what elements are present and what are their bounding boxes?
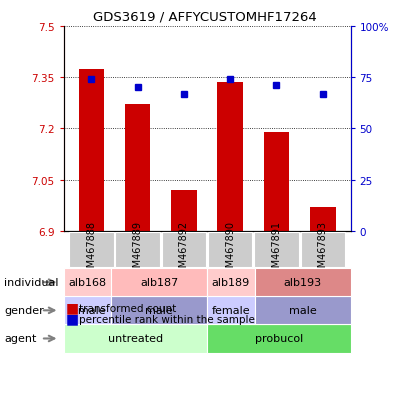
FancyBboxPatch shape (115, 232, 160, 268)
Text: ■: ■ (65, 301, 79, 315)
Text: GSM467892: GSM467892 (178, 221, 189, 279)
Text: transformed count: transformed count (79, 303, 176, 313)
Text: alb187: alb187 (140, 278, 178, 287)
Bar (171, 190, 196, 231)
Text: female: female (68, 306, 106, 316)
FancyBboxPatch shape (300, 232, 344, 268)
Bar (217, 83, 242, 231)
Bar (125, 105, 150, 231)
Text: agent: agent (4, 334, 36, 344)
Text: percentile rank within the sample: percentile rank within the sample (79, 314, 254, 324)
Bar (79, 69, 104, 231)
Text: alb193: alb193 (283, 278, 321, 287)
Text: GSM467893: GSM467893 (317, 221, 327, 279)
Text: female: female (211, 306, 249, 316)
Text: male: male (145, 306, 173, 316)
Text: alb189: alb189 (211, 278, 249, 287)
Text: individual: individual (4, 278, 58, 287)
Text: untreated: untreated (108, 334, 162, 344)
Text: GSM467888: GSM467888 (86, 221, 96, 279)
Text: GSM467890: GSM467890 (225, 221, 235, 279)
Text: GSM467889: GSM467889 (132, 221, 142, 279)
Bar (309, 207, 335, 231)
Text: male: male (288, 306, 316, 316)
FancyBboxPatch shape (207, 232, 252, 268)
Text: probucol: probucol (254, 334, 302, 344)
FancyBboxPatch shape (69, 232, 113, 268)
Text: ■: ■ (65, 312, 79, 326)
Text: GSM467891: GSM467891 (271, 221, 281, 279)
FancyBboxPatch shape (161, 232, 206, 268)
Bar (263, 133, 288, 231)
Text: GDS3619 / AFFYCUSTOMHF17264: GDS3619 / AFFYCUSTOMHF17264 (93, 10, 316, 23)
Text: gender: gender (4, 306, 44, 316)
Text: alb168: alb168 (68, 278, 106, 287)
FancyBboxPatch shape (254, 232, 298, 268)
